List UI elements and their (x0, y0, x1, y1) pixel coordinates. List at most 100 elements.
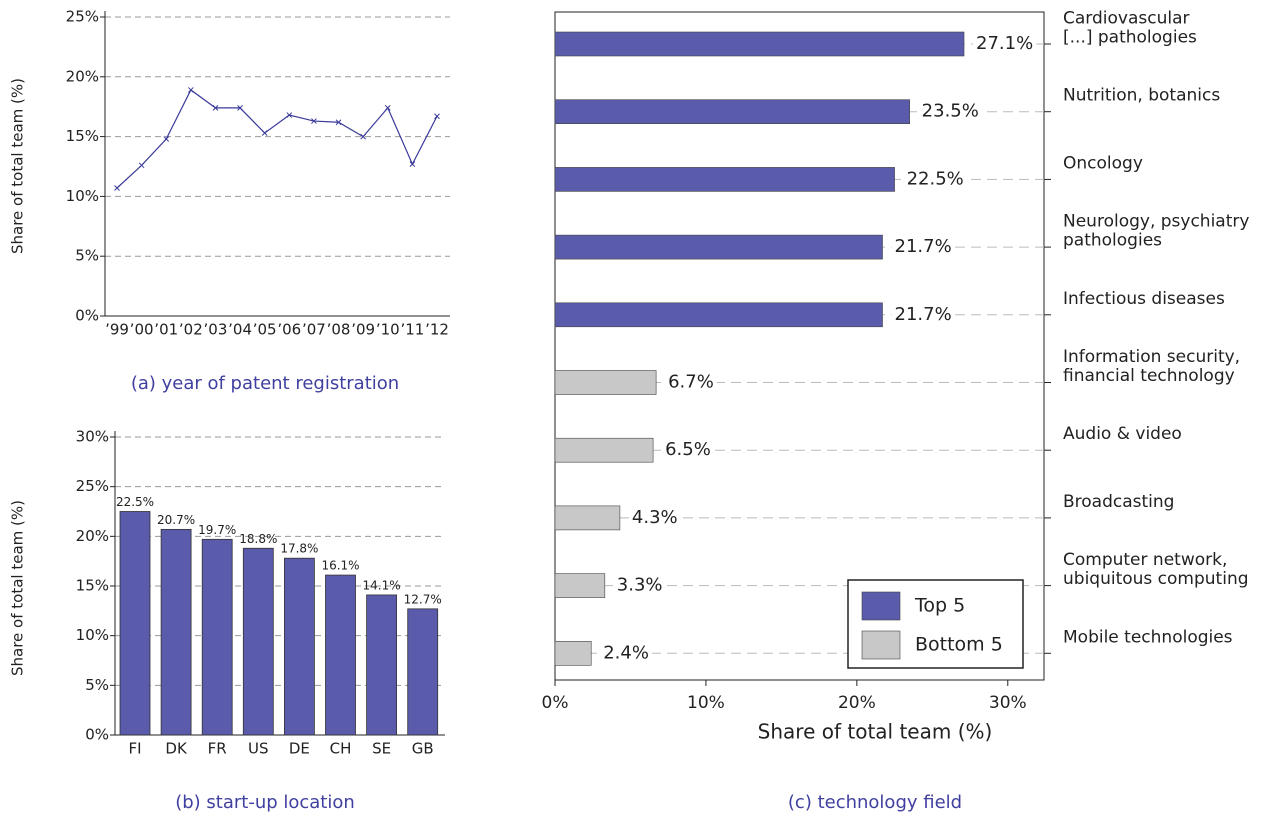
point-marker (311, 118, 317, 124)
label-background (891, 236, 955, 258)
label-background (600, 642, 652, 664)
category-label: Infectious diseases (1063, 289, 1225, 309)
bar (366, 594, 398, 736)
value-label: 2.4% (603, 642, 649, 663)
label-background (918, 100, 982, 122)
category-label: Audio & video (1063, 424, 1182, 444)
bar (554, 167, 895, 192)
point-marker (237, 105, 243, 111)
bar (554, 573, 606, 598)
x-tick-label: ’12 (425, 321, 449, 339)
x-tick-label: ’06 (277, 321, 301, 339)
legend-label: Bottom 5 (915, 634, 1003, 656)
point-marker (163, 136, 170, 142)
x-tick-label: ’07 (302, 321, 326, 339)
value-label: 18.8% (239, 532, 277, 546)
value-label: 22.5% (907, 168, 964, 189)
bar (160, 528, 192, 736)
category-label: Mobile technologies (1063, 627, 1233, 647)
x-tick-label: 20% (838, 693, 876, 713)
category-label: Information security, financial technolog… (1063, 347, 1240, 386)
bar (554, 640, 592, 666)
plot-frame (554, 11, 1045, 681)
bar (554, 234, 883, 260)
bar (554, 437, 654, 463)
y-axis-label: Share of total team (%) (9, 78, 27, 254)
point-marker (261, 130, 268, 136)
point-marker (187, 87, 194, 93)
point-marker (138, 162, 145, 169)
value-label: 20.7% (157, 513, 195, 527)
bar (283, 557, 315, 736)
category-label: Oncology (1063, 153, 1143, 173)
y-tick-label: 25% (66, 8, 99, 26)
bar (242, 547, 274, 736)
x-axis-label: Share of total team (%) (758, 720, 993, 744)
x-tick-label: ’10 (376, 321, 400, 339)
value-label: 6.5% (665, 439, 711, 460)
category-label: Neurology, psychiatry pathologies (1063, 212, 1249, 251)
category-label: Broadcasting (1063, 492, 1174, 512)
value-label: 16.1% (321, 559, 359, 573)
label-background (973, 33, 1037, 54)
value-label: 23.5% (922, 101, 979, 122)
value-label: 6.7% (668, 372, 714, 393)
y-tick-label: 15% (76, 577, 109, 595)
x-tick-label: ’00 (130, 321, 154, 339)
point-marker (434, 113, 440, 120)
value-label: 17.8% (280, 542, 318, 556)
point-marker (384, 105, 391, 111)
point-marker (360, 133, 367, 140)
x-tick-label: 0% (542, 693, 569, 713)
x-tick-label: ’03 (204, 321, 228, 339)
bar (325, 574, 356, 736)
line-series (116, 89, 438, 189)
caption: (b) start-up location (175, 792, 355, 813)
value-label: 4.3% (632, 507, 678, 528)
bar (554, 505, 621, 531)
x-tick-label: DK (165, 740, 188, 758)
y-tick-label: 0% (75, 307, 99, 325)
bar (407, 608, 439, 736)
x-tick-label: 30% (989, 693, 1027, 713)
bar (201, 538, 233, 736)
y-tick-label: 25% (76, 477, 109, 495)
point-marker (409, 161, 416, 167)
value-label: 21.7% (895, 304, 952, 325)
bar (119, 511, 151, 736)
bar (554, 99, 910, 124)
legend-swatch (861, 591, 901, 621)
x-tick-label: ’09 (351, 321, 375, 339)
x-tick-label: CH (330, 740, 352, 758)
x-tick-label: ’05 (253, 321, 277, 339)
legend-swatch (861, 630, 901, 660)
x-tick-label: 10% (687, 693, 725, 713)
y-axis-label: Share of total team (%) (9, 500, 27, 676)
caption: (c) technology field (788, 792, 962, 813)
label-background (665, 371, 717, 393)
point-marker (286, 112, 293, 118)
value-label: 21.7% (895, 236, 952, 257)
value-label: 3.3% (617, 575, 663, 596)
x-tick-label: FR (208, 740, 227, 758)
y-tick-label: 10% (76, 626, 109, 644)
x-tick-label: DE (289, 740, 310, 758)
y-tick-label: 30% (76, 428, 109, 446)
value-label: 22.5% (116, 495, 154, 509)
label-background (891, 303, 955, 325)
y-tick-label: 5% (85, 676, 109, 694)
y-tick-label: 5% (75, 247, 99, 265)
category-label: Nutrition, botanics (1063, 86, 1220, 106)
category-label: Computer network, ubiquitous computing (1063, 550, 1249, 589)
y-tick-label: 0% (85, 726, 109, 744)
x-tick-label: ’08 (327, 321, 351, 339)
point-marker (114, 185, 120, 191)
x-tick-label: FI (128, 740, 141, 758)
x-tick-label: GB (412, 740, 434, 758)
y-tick-label: 15% (66, 127, 99, 145)
caption: (a) year of patent registration (131, 373, 399, 394)
label-background (662, 439, 714, 461)
x-tick-label: SE (372, 740, 391, 758)
label-background (613, 574, 666, 596)
